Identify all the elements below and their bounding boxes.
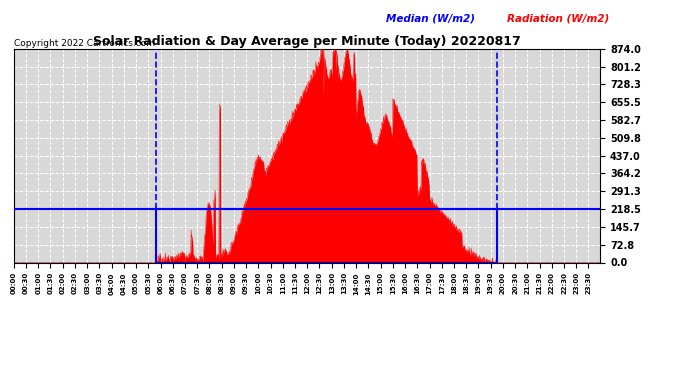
Title: Solar Radiation & Day Average per Minute (Today) 20220817: Solar Radiation & Day Average per Minute…	[93, 34, 521, 48]
Text: Median (W/m2): Median (W/m2)	[386, 13, 475, 23]
Text: Radiation (W/m2): Radiation (W/m2)	[507, 13, 609, 23]
Text: Copyright 2022 Cartronics.com: Copyright 2022 Cartronics.com	[14, 39, 155, 48]
Bar	[157, 209, 497, 262]
